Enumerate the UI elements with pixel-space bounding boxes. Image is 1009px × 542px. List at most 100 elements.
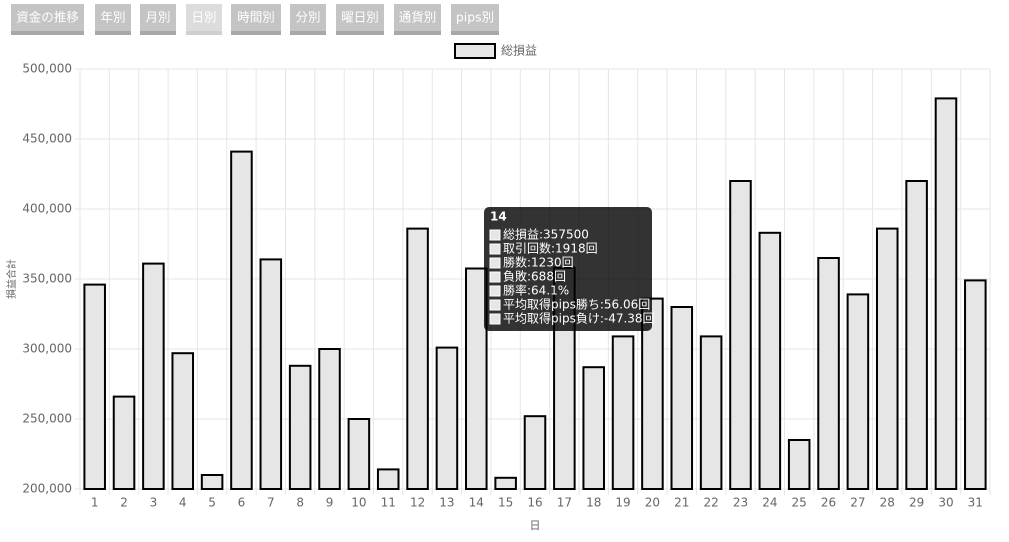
bar	[435, 346, 459, 490]
x-tick-label: 1	[91, 496, 99, 510]
bar	[934, 97, 958, 491]
bar	[171, 352, 195, 491]
x-tick-label: 29	[909, 496, 924, 510]
x-tick-label: 31	[968, 496, 983, 510]
bar	[523, 415, 547, 491]
tab-label: 分別	[295, 10, 320, 25]
bar	[729, 180, 752, 490]
tab[interactable]: 時間別	[231, 4, 281, 35]
y-tick-label: 350,000	[22, 272, 72, 286]
x-tick-label: 4	[179, 496, 187, 510]
x-tick-label: 28	[880, 496, 895, 510]
tab-border	[140, 31, 176, 35]
x-tick-label: 15	[498, 496, 513, 510]
x-tick-label: 14	[469, 496, 484, 510]
bar	[288, 364, 312, 490]
tooltip-swatch	[489, 313, 501, 325]
bar	[112, 395, 136, 491]
bar	[875, 227, 899, 490]
x-tick-label: 20	[645, 496, 660, 510]
bar	[83, 283, 106, 490]
bar	[230, 150, 253, 490]
tooltip-swatch	[489, 243, 501, 255]
bar	[347, 418, 371, 490]
tab-border	[95, 31, 131, 35]
x-tick-label: 3	[150, 496, 158, 510]
x-tick-label: 22	[703, 496, 718, 510]
bar	[318, 348, 341, 490]
x-tick-label: 25	[792, 496, 807, 510]
x-tick-label: 26	[821, 496, 836, 510]
y-tick-label: 300,000	[22, 342, 72, 356]
tab-border	[186, 31, 222, 35]
x-tick-label: 2	[120, 496, 128, 510]
tooltip-swatch	[489, 271, 501, 283]
tab-bg	[11, 4, 84, 32]
tab[interactable]: 資金の推移	[11, 4, 84, 35]
bar	[846, 293, 870, 490]
tab-border	[11, 31, 84, 35]
x-tick-label: 30	[938, 496, 953, 510]
x-tick-label: 12	[410, 496, 425, 510]
bar	[964, 279, 987, 490]
tab[interactable]: 通貨別	[394, 4, 441, 35]
tooltip-line: 負敗:688回	[503, 269, 566, 284]
tooltip-swatch	[489, 285, 501, 297]
tooltip-line: 取引回数:1918回	[503, 241, 598, 256]
tab-bg	[394, 4, 441, 32]
bar	[494, 476, 517, 490]
x-tick-label: 19	[615, 496, 630, 510]
tab-border	[336, 31, 384, 35]
y-axis-label: 損益合計	[5, 259, 18, 299]
x-tick-label: 27	[850, 496, 865, 510]
tab-border	[451, 31, 499, 35]
legend-label: 総損益	[501, 43, 537, 58]
y-tick-label: 450,000	[22, 132, 72, 146]
tooltip-line: 勝率:64.1%	[503, 283, 569, 298]
x-tick-label: 5	[208, 496, 216, 510]
bar	[670, 306, 694, 490]
tooltip-line: 総損益:357500	[503, 227, 589, 242]
bar	[142, 262, 165, 490]
x-tick-label: 16	[527, 496, 542, 510]
tooltip-bg	[484, 207, 652, 331]
x-tick-label: 17	[557, 496, 572, 510]
legend-swatch	[454, 43, 496, 59]
y-tick-label: 500,000	[22, 62, 72, 76]
tab-border	[290, 31, 326, 35]
tab[interactable]: 曜日別	[336, 4, 384, 35]
x-tick-label: 7	[267, 496, 275, 510]
tab[interactable]: pips別	[451, 4, 499, 35]
bar	[699, 335, 723, 490]
tab-label: 月別	[145, 10, 170, 25]
tab[interactable]: 月別	[140, 4, 176, 35]
x-tick-label: 18	[586, 496, 601, 510]
bar	[465, 267, 488, 490]
tooltip-line: 平均取得pips勝ち:56.06回	[503, 297, 650, 312]
bar	[406, 227, 429, 490]
bar	[611, 335, 635, 490]
tooltip-title: 14	[490, 210, 507, 224]
x-tick-label: 6	[238, 496, 246, 510]
bar	[641, 297, 664, 490]
x-tick-label: 9	[326, 496, 334, 510]
tab-bg	[336, 4, 384, 32]
tab[interactable]: 分別	[290, 4, 326, 35]
tab-bg	[186, 4, 222, 32]
tab-label: 年別	[100, 10, 125, 25]
y-tick-label: 200,000	[22, 482, 72, 496]
tab-bg	[95, 4, 131, 32]
tab-bg	[140, 4, 176, 32]
tab-label: 曜日別	[341, 10, 379, 25]
tab-label: 通貨別	[399, 10, 437, 25]
tab[interactable]: 日別	[186, 4, 222, 35]
bar	[758, 231, 782, 491]
x-tick-label: 13	[439, 496, 454, 510]
tooltip-swatch	[489, 229, 501, 241]
x-tick-label: 24	[762, 496, 777, 510]
tab[interactable]: 年別	[95, 4, 131, 35]
bar	[817, 257, 840, 490]
tooltip-line: 平均取得pips負け:-47.38回	[503, 311, 655, 326]
